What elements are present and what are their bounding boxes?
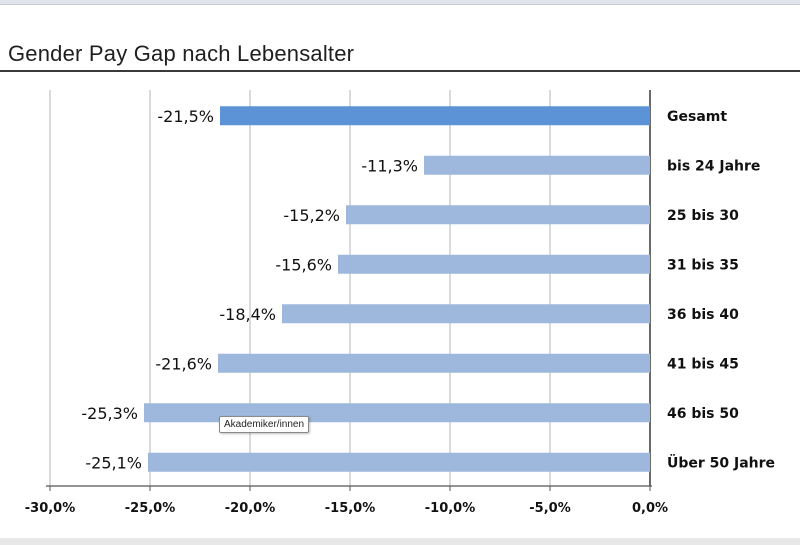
x-tick-label: -30,0% [25, 501, 76, 516]
tooltip: Akademiker/innen [219, 416, 310, 433]
data-label: -15,6% [275, 255, 332, 274]
data-label: -25,3% [81, 404, 138, 423]
category-label: 46 bis 50 [667, 406, 739, 422]
data-label: -25,1% [85, 453, 142, 472]
bar [148, 452, 650, 472]
bar [338, 254, 650, 274]
data-label: -18,4% [219, 305, 276, 324]
bar [220, 106, 650, 126]
data-label: -21,6% [155, 354, 212, 373]
labels: -21,5% Gesamt -11,3% bis 24 Jahre -15,2% 25 b… [81, 107, 775, 473]
window-top-border [0, 0, 800, 4]
category-label: 25 bis 30 [667, 208, 739, 224]
data-label: -15,2% [283, 206, 340, 225]
bar [282, 304, 650, 324]
category-label: 36 bis 40 [667, 307, 739, 323]
title-underline [0, 70, 800, 72]
x-tick-label: 0,0% [632, 501, 668, 516]
data-label: -21,5% [157, 107, 214, 126]
window-top-border-line [0, 4, 800, 5]
x-tick-label: -5,0% [529, 501, 570, 516]
bars [144, 106, 650, 472]
x-tick-label: -10,0% [425, 501, 476, 516]
category-label: Gesamt [667, 109, 727, 125]
bar [346, 205, 650, 225]
category-label: 41 bis 45 [667, 356, 739, 372]
category-label: Über 50 Jahre [667, 453, 775, 471]
x-tick-label: -20,0% [225, 501, 276, 516]
x-tick-label: -25,0% [125, 501, 176, 516]
category-label: 31 bis 35 [667, 257, 739, 273]
x-axis: -30,0% -25,0% -20,0% -15,0% -10,0% -5,0% 0,0% [25, 485, 668, 516]
chart-title: Gender Pay Gap nach Lebensalter [8, 41, 355, 66]
bar [218, 353, 650, 373]
data-label: -11,3% [361, 156, 418, 175]
gridlines [49, 90, 651, 486]
x-tick-label: -15,0% [325, 501, 376, 516]
category-label: bis 24 Jahre [667, 158, 760, 174]
bottom-band [0, 538, 800, 545]
bar [424, 155, 650, 175]
